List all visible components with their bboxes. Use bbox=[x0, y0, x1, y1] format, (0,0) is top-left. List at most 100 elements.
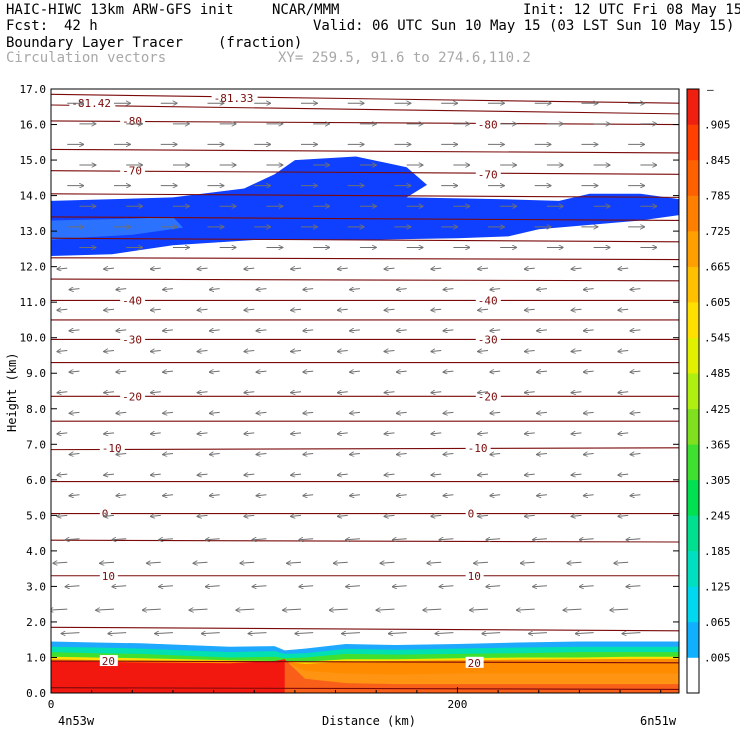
wind-vector bbox=[330, 609, 348, 610]
contour-line bbox=[51, 447, 679, 451]
wind-vector bbox=[482, 633, 501, 634]
colorbar-swatch bbox=[687, 586, 699, 623]
wind-vector bbox=[431, 474, 442, 475]
contour-label: -40 bbox=[122, 294, 142, 307]
wind-vector bbox=[478, 309, 489, 310]
wind-vector bbox=[626, 586, 641, 587]
wind-vector bbox=[397, 454, 407, 455]
wind-vector bbox=[443, 495, 454, 496]
wind-vector bbox=[478, 474, 489, 475]
colorbar-frame bbox=[686, 88, 700, 694]
contour-label: -40 bbox=[478, 294, 498, 307]
wind-vector bbox=[486, 586, 501, 587]
wind-vector bbox=[147, 562, 161, 563]
wind-vector bbox=[525, 309, 535, 310]
wind-vector bbox=[163, 371, 173, 372]
wind-vector bbox=[584, 289, 594, 290]
wind-vector bbox=[291, 268, 302, 269]
wind-vector bbox=[116, 330, 127, 331]
wind-vector bbox=[537, 289, 547, 290]
wind-vector bbox=[112, 586, 127, 587]
contour-label-bg bbox=[120, 390, 146, 402]
wind-vector bbox=[189, 609, 208, 610]
y-tick-label: 16.0 bbox=[20, 119, 47, 132]
contour-label: -70 bbox=[478, 168, 498, 181]
y-tick-label: 5.0 bbox=[26, 509, 46, 522]
wind-vector bbox=[486, 539, 501, 540]
wind-vector bbox=[236, 609, 255, 610]
wind-vector bbox=[584, 330, 594, 331]
colorbar-swatch bbox=[687, 479, 699, 516]
wind-vector bbox=[338, 515, 348, 516]
colorbar-swatch bbox=[687, 408, 699, 445]
wind-vector bbox=[299, 539, 314, 540]
contour-label-bg bbox=[120, 164, 146, 176]
wind-vector bbox=[53, 562, 68, 563]
wind-vector bbox=[163, 289, 173, 290]
wind-vector bbox=[116, 289, 127, 290]
boundary-layer-transition bbox=[284, 661, 679, 693]
wind-vector bbox=[525, 515, 535, 516]
wind-vector bbox=[443, 330, 454, 331]
wind-vector bbox=[618, 515, 629, 516]
wind-vector bbox=[618, 268, 629, 269]
wind-vector bbox=[537, 454, 547, 455]
wind-vector bbox=[197, 433, 208, 434]
wind-vector bbox=[380, 562, 395, 563]
wind-vector bbox=[100, 562, 115, 563]
colorbar-top-label: – bbox=[707, 83, 714, 96]
wind-vector bbox=[393, 539, 407, 540]
contour-label-bg bbox=[475, 118, 501, 130]
contour-line bbox=[51, 687, 679, 690]
colorbar-swatch bbox=[687, 302, 699, 339]
wind-vector bbox=[630, 454, 641, 455]
wind-vector bbox=[533, 539, 547, 540]
wind-vector bbox=[614, 562, 629, 563]
wind-vector bbox=[576, 633, 594, 634]
wind-vector bbox=[69, 371, 80, 372]
wind-vector bbox=[338, 350, 348, 351]
wind-vector bbox=[210, 371, 220, 372]
wind-vector bbox=[104, 433, 115, 434]
wind-vector bbox=[630, 495, 641, 496]
colorbar-label: .845 bbox=[704, 154, 731, 167]
wind-vector bbox=[431, 392, 442, 393]
wind-vector bbox=[334, 562, 348, 563]
wind-vector bbox=[517, 609, 535, 610]
wind-vector bbox=[443, 454, 454, 455]
colorbar-label: .425 bbox=[704, 403, 731, 416]
y-tick-label: 1.0 bbox=[26, 651, 46, 664]
wind-vector bbox=[151, 309, 161, 310]
contour-label: 0 bbox=[102, 508, 109, 521]
wind-vector bbox=[291, 309, 302, 310]
wind-vector bbox=[202, 633, 220, 634]
contour-label-bg bbox=[99, 569, 118, 581]
wind-vector bbox=[610, 609, 629, 610]
wind-vector bbox=[256, 371, 267, 372]
wind-vector bbox=[57, 392, 68, 393]
wind-vector bbox=[443, 289, 454, 290]
contour-line bbox=[51, 626, 679, 632]
wind-vector bbox=[57, 433, 68, 434]
plot-frame bbox=[50, 88, 680, 694]
contour-label-bg bbox=[475, 294, 501, 306]
contour-label-bg bbox=[475, 390, 501, 402]
contour-line bbox=[51, 120, 679, 126]
colorbar-label: .905 bbox=[704, 119, 731, 132]
contour-label: 20 bbox=[468, 657, 481, 670]
wind-vector bbox=[151, 392, 161, 393]
wind-vector bbox=[435, 633, 454, 634]
colorbar-swatch bbox=[687, 657, 699, 694]
contour-line bbox=[51, 93, 679, 104]
wind-vector bbox=[299, 586, 314, 587]
wind-vector bbox=[159, 539, 173, 540]
wind-vector bbox=[61, 633, 80, 634]
wind-vector bbox=[618, 392, 629, 393]
wind-vector bbox=[69, 454, 80, 455]
wind-vector bbox=[244, 268, 255, 269]
colorbar-label: .725 bbox=[704, 225, 731, 238]
y-tick-label: 15.0 bbox=[20, 154, 47, 167]
wind-vector bbox=[197, 350, 208, 351]
contour-label-bg bbox=[475, 168, 501, 180]
y-tick-label: 3.0 bbox=[26, 580, 46, 593]
